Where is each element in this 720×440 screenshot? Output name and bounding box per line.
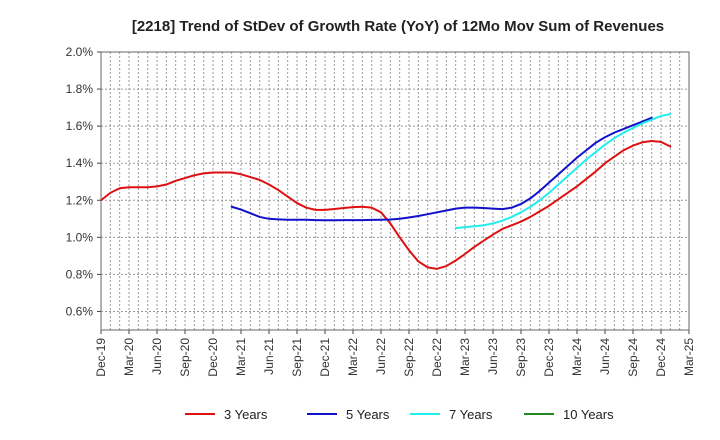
- x-tick-label-12: Dec-22: [430, 338, 444, 377]
- x-tick-label-16: Dec-23: [542, 338, 556, 377]
- x-tick-label-21: Mar-25: [682, 338, 696, 376]
- y-tick-label-5: 1.6%: [66, 119, 94, 133]
- x-tick-label-3: Sep-20: [178, 338, 192, 377]
- series-line-5-years: [230, 116, 653, 222]
- x-tick-label-5: Mar-21: [234, 338, 248, 376]
- y-tick-label-2: 1.0%: [66, 230, 94, 244]
- legend-label-5-years: 5 Years: [346, 407, 390, 422]
- x-tick-label-20: Dec-24: [654, 338, 668, 377]
- x-axis: Dec-19 Mar-20 Jun-20 Sep-20 Dec-20 Mar-21 Jun-…: [94, 330, 696, 377]
- series-lines: [100, 113, 672, 270]
- x-tick-label-1: Mar-20: [122, 338, 136, 376]
- y-tick-label-6: 1.8%: [66, 82, 94, 96]
- x-tick-label-13: Mar-23: [458, 338, 472, 376]
- grid-lines: [100, 51, 690, 330]
- legend-label-10-years: 10 Years: [563, 407, 614, 422]
- x-tick-label-10: Jun-22: [374, 338, 388, 375]
- x-tick-label-2: Jun-20: [150, 338, 164, 375]
- series-line-3-years: [100, 139, 672, 270]
- series-line-7-years: [454, 113, 672, 230]
- x-tick-label-9: Mar-22: [346, 338, 360, 376]
- x-tick-label-17: Mar-24: [570, 338, 584, 376]
- plot-background: [101, 52, 689, 330]
- y-tick-label-4: 1.4%: [66, 156, 94, 170]
- legend-label-3-years: 3 Years: [224, 407, 268, 422]
- x-tick-label-8: Dec-21: [318, 338, 332, 377]
- plot-area: [101, 52, 689, 330]
- x-tick-label-7: Sep-21: [290, 338, 304, 377]
- x-tick-label-11: Sep-22: [402, 338, 416, 377]
- plot-border: [100, 51, 690, 331]
- plot-frame: [100, 51, 690, 331]
- legend: 3 Years 5 Years 7 Years 10 Years: [185, 407, 614, 422]
- x-tick-label-18: Jun-24: [598, 338, 612, 375]
- y-axis: 0.6% 0.8% 1.0% 1.2% 1.4% 1.6% 1.8% 2.0%: [66, 45, 101, 318]
- x-tick-label-14: Jun-23: [486, 338, 500, 375]
- y-tick-label-1: 0.8%: [66, 267, 94, 281]
- chart-title: [2218] Trend of StDev of Growth Rate (Yo…: [132, 18, 664, 35]
- x-tick-label-6: Jun-21: [262, 338, 276, 375]
- x-tick-label-0: Dec-19: [94, 338, 108, 377]
- y-tick-label-0: 0.6%: [66, 304, 94, 318]
- y-tick-label-3: 1.2%: [66, 193, 94, 207]
- x-tick-label-15: Sep-23: [514, 338, 528, 377]
- y-tick-label-7: 2.0%: [66, 45, 94, 59]
- legend-label-7-years: 7 Years: [449, 407, 493, 422]
- x-tick-label-19: Sep-24: [626, 338, 640, 377]
- x-tick-label-4: Dec-20: [206, 338, 220, 377]
